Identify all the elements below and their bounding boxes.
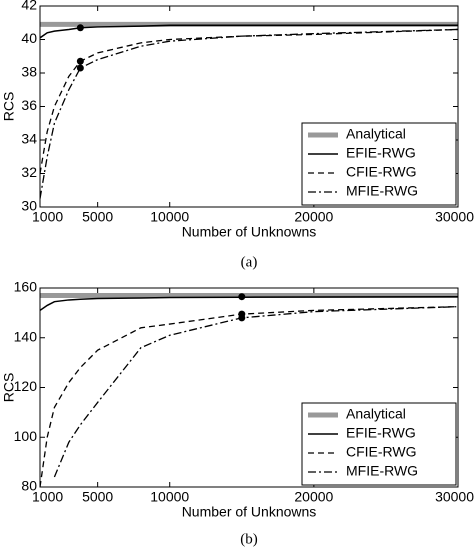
legend-label: EFIE-RWG	[346, 425, 416, 441]
x-tick-label: 1000	[32, 489, 63, 505]
caption: (b)	[240, 531, 258, 547]
y-axis-label: RCS	[1, 373, 17, 403]
x-tick-label: 1000	[32, 209, 63, 225]
y-tick-label: 80	[21, 478, 37, 494]
legend-label: EFIE-RWG	[346, 145, 416, 161]
y-tick-label: 30	[21, 198, 37, 214]
y-tick-label: 140	[14, 328, 38, 344]
x-tick-label: 30000	[435, 209, 474, 225]
legend-label: Analytical	[346, 406, 406, 422]
marker-dot	[76, 64, 84, 72]
x-tick-label: 5000	[82, 209, 113, 225]
legend-label: Analytical	[346, 126, 406, 142]
legend-label: MFIE-RWG	[346, 463, 418, 479]
y-tick-label: 38	[21, 64, 37, 80]
x-tick-label: 20000	[294, 209, 333, 225]
caption: (a)	[241, 254, 258, 270]
plot-frame	[39, 5, 459, 208]
x-axis-label: Number of Unknowns	[182, 224, 317, 240]
marker-dot	[238, 314, 246, 322]
y-tick-label: 120	[14, 378, 38, 394]
series-line	[40, 28, 458, 174]
y-tick-label: 160	[14, 279, 38, 295]
x-tick-label: 5000	[82, 489, 113, 505]
y-tick-label: 100	[14, 428, 38, 444]
marker-dot	[76, 57, 84, 65]
y-tick-label: 36	[21, 97, 37, 113]
series-line	[40, 306, 458, 487]
x-axis-label: Number of Unknowns	[182, 504, 317, 520]
y-tick-label: 32	[21, 164, 37, 180]
x-tick-label: 10000	[150, 209, 189, 225]
y-tick-label: 42	[21, 0, 37, 13]
y-tick-label: 34	[21, 131, 37, 147]
marker-dot	[76, 24, 84, 32]
marker-dot	[238, 293, 246, 301]
x-tick-label: 10000	[150, 489, 189, 505]
y-tick-label: 40	[21, 30, 37, 46]
series-line	[40, 24, 458, 39]
legend-label: MFIE-RWG	[346, 183, 418, 199]
plot-frame	[39, 287, 459, 488]
x-tick-label: 20000	[294, 489, 333, 505]
x-tick-label: 30000	[435, 489, 474, 505]
series-line	[53, 306, 458, 478]
series-line	[40, 28, 458, 199]
y-axis-label: RCS	[1, 92, 17, 122]
legend-label: CFIE-RWG	[346, 164, 417, 180]
series-line	[40, 295, 458, 312]
legend-label: CFIE-RWG	[346, 444, 417, 460]
